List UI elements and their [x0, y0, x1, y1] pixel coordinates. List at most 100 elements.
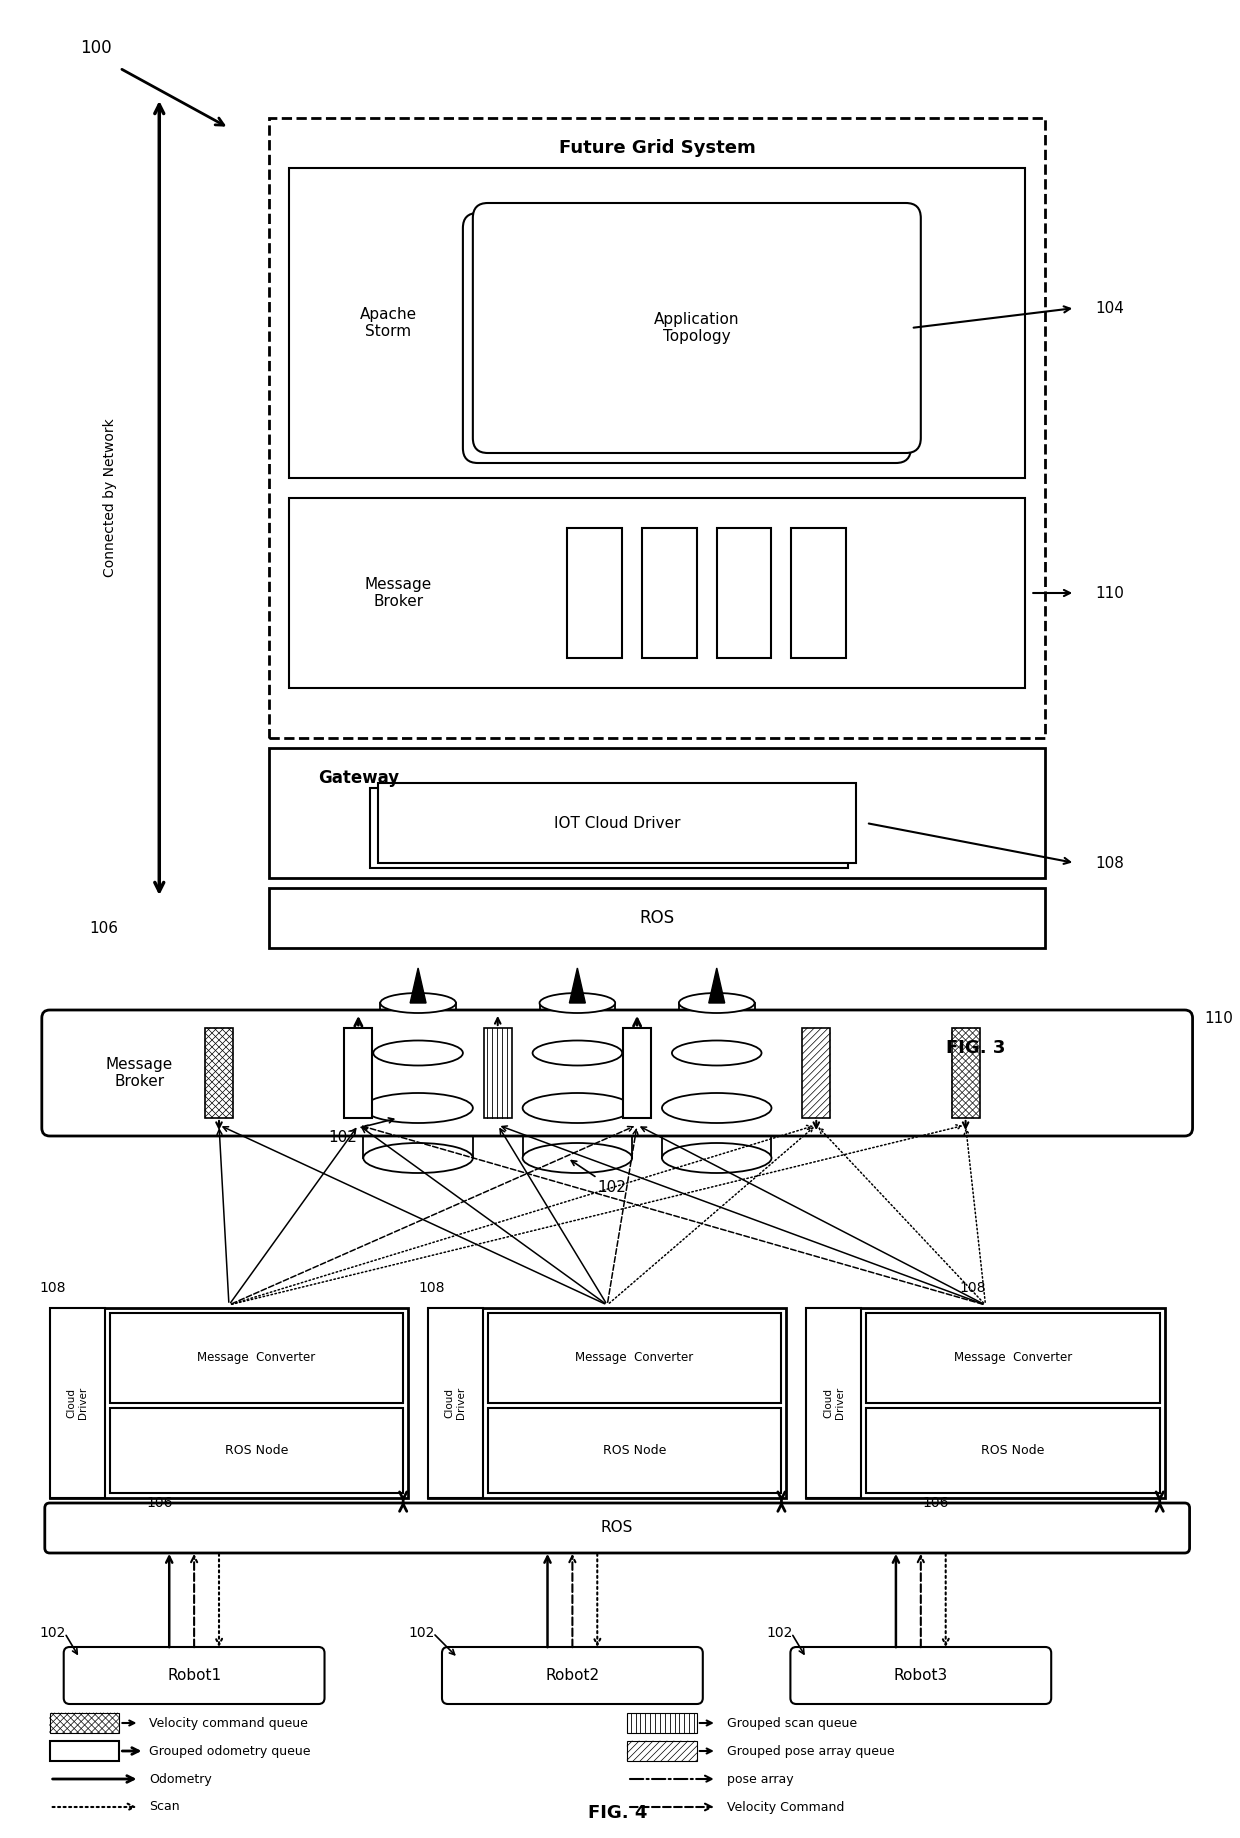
Bar — [269, 748, 1045, 879]
Text: ROS: ROS — [640, 910, 675, 926]
Bar — [50, 1713, 119, 1733]
Ellipse shape — [662, 1143, 771, 1173]
Bar — [662, 1108, 771, 1158]
Text: 106: 106 — [146, 1496, 172, 1511]
Polygon shape — [569, 969, 585, 1004]
Bar — [627, 1741, 697, 1761]
Bar — [373, 1053, 463, 1108]
Text: FIG. 4: FIG. 4 — [588, 1805, 647, 1821]
Text: Velocity Command: Velocity Command — [727, 1801, 844, 1814]
Bar — [428, 1309, 482, 1498]
Text: Connected by Network: Connected by Network — [103, 419, 117, 577]
Text: 106: 106 — [923, 1496, 949, 1511]
Bar — [717, 528, 771, 658]
Text: Cloud
Driver: Cloud Driver — [445, 1388, 466, 1419]
Text: Message
Broker: Message Broker — [105, 1057, 174, 1090]
Bar — [522, 1108, 632, 1158]
Text: ROS Node: ROS Node — [981, 1445, 1044, 1458]
FancyBboxPatch shape — [45, 1503, 1189, 1553]
Text: Gateway: Gateway — [317, 768, 399, 787]
Text: 110: 110 — [1095, 586, 1123, 601]
Text: Odometry: Odometry — [149, 1772, 212, 1785]
Text: 104: 104 — [1095, 300, 1123, 316]
Text: ROS Node: ROS Node — [603, 1445, 666, 1458]
Text: Grouped pose array queue: Grouped pose array queue — [727, 1744, 894, 1757]
Text: Robot1: Robot1 — [167, 1669, 221, 1684]
Bar — [50, 1309, 104, 1498]
Text: Message
Broker: Message Broker — [365, 577, 432, 608]
Text: Grouped odometry queue: Grouped odometry queue — [149, 1744, 311, 1757]
Bar — [363, 1108, 472, 1158]
Polygon shape — [709, 969, 724, 1004]
Bar — [791, 528, 846, 658]
Text: Grouped scan queue: Grouped scan queue — [727, 1717, 857, 1730]
Bar — [539, 1004, 615, 1053]
Text: 102: 102 — [40, 1627, 66, 1639]
Bar — [866, 1312, 1159, 1402]
Bar — [680, 1004, 755, 1053]
Bar — [363, 792, 841, 871]
Bar — [381, 1004, 456, 1053]
Text: 106: 106 — [89, 921, 119, 936]
Text: 110: 110 — [1204, 1011, 1234, 1026]
Bar — [109, 1408, 403, 1492]
FancyBboxPatch shape — [42, 1011, 1193, 1136]
Text: pose array: pose array — [727, 1772, 794, 1785]
Bar — [484, 1027, 512, 1118]
Bar — [568, 528, 622, 658]
Bar — [109, 1312, 403, 1402]
Bar — [627, 1713, 697, 1733]
FancyBboxPatch shape — [790, 1647, 1052, 1704]
Ellipse shape — [522, 1094, 632, 1123]
Text: ROS Node: ROS Node — [224, 1445, 288, 1458]
FancyBboxPatch shape — [453, 222, 901, 472]
Text: Future Grid System: Future Grid System — [559, 140, 755, 156]
Text: Apache
Storm: Apache Storm — [360, 307, 417, 340]
Bar — [802, 1027, 831, 1118]
FancyBboxPatch shape — [463, 213, 911, 463]
Text: 108: 108 — [1095, 855, 1123, 871]
Ellipse shape — [363, 1094, 472, 1123]
Bar — [269, 118, 1045, 739]
Bar — [624, 1027, 651, 1118]
Text: 108: 108 — [418, 1281, 445, 1296]
Text: ROS: ROS — [601, 1520, 634, 1535]
Text: Message  Converter: Message Converter — [575, 1351, 693, 1364]
Text: 100: 100 — [79, 39, 112, 57]
Text: 102: 102 — [408, 1627, 434, 1639]
Bar — [642, 528, 697, 658]
Text: Cloud
Driver: Cloud Driver — [823, 1388, 844, 1419]
Text: 108: 108 — [959, 1281, 986, 1296]
Text: 102: 102 — [598, 1180, 626, 1195]
Bar — [269, 888, 1045, 948]
Ellipse shape — [539, 993, 615, 1013]
Text: Message  Converter: Message Converter — [197, 1351, 315, 1364]
Bar — [371, 789, 848, 868]
Bar — [50, 1309, 408, 1498]
Bar — [50, 1741, 119, 1761]
Ellipse shape — [363, 1143, 472, 1173]
Bar — [205, 1027, 233, 1118]
Bar — [672, 1053, 761, 1108]
Text: Application
Topology: Application Topology — [653, 312, 739, 344]
Text: 102: 102 — [329, 1130, 357, 1145]
Text: Cloud
Driver: Cloud Driver — [67, 1388, 88, 1419]
Ellipse shape — [672, 1040, 761, 1066]
Bar — [487, 1408, 781, 1492]
Text: Velocity command queue: Velocity command queue — [149, 1717, 309, 1730]
Bar — [866, 1408, 1159, 1492]
Polygon shape — [410, 969, 427, 1004]
Ellipse shape — [532, 1040, 622, 1066]
Bar — [487, 1312, 781, 1402]
Text: 102: 102 — [766, 1627, 792, 1639]
Text: Message  Converter: Message Converter — [954, 1351, 1073, 1364]
Bar — [428, 1309, 786, 1498]
Bar — [532, 1053, 622, 1108]
Ellipse shape — [680, 993, 755, 1013]
Bar — [378, 783, 856, 864]
Bar — [289, 167, 1025, 478]
FancyBboxPatch shape — [472, 202, 921, 452]
Bar — [951, 1027, 980, 1118]
Text: Robot3: Robot3 — [894, 1669, 947, 1684]
Ellipse shape — [381, 993, 456, 1013]
